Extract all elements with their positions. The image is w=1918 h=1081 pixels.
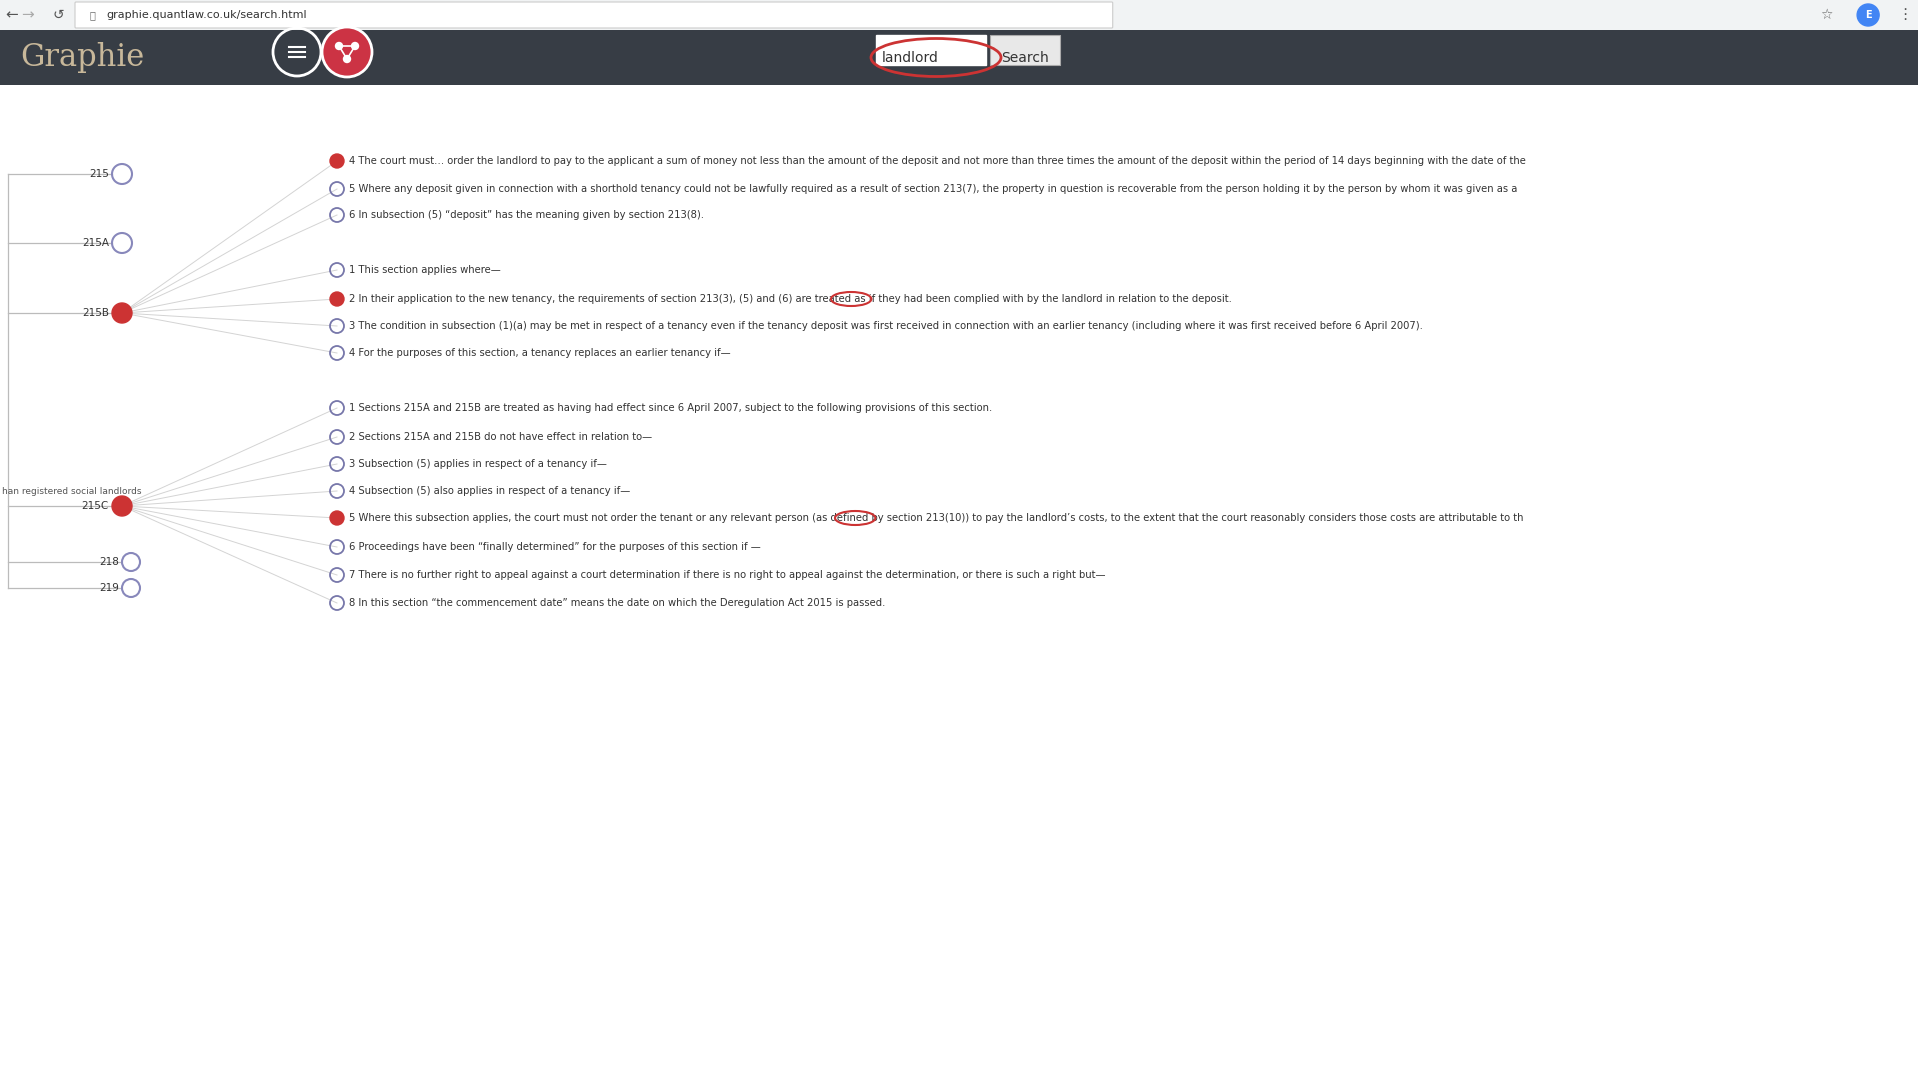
Text: 1 This section applies where—: 1 This section applies where— bbox=[349, 265, 501, 275]
Text: 3 Subsection (5) applies in respect of a tenancy if—: 3 Subsection (5) applies in respect of a… bbox=[349, 459, 606, 469]
FancyBboxPatch shape bbox=[0, 30, 1918, 85]
Circle shape bbox=[330, 154, 343, 168]
Text: 215C: 215C bbox=[82, 501, 109, 511]
Text: ←: ← bbox=[6, 8, 19, 23]
Circle shape bbox=[1857, 4, 1880, 26]
FancyBboxPatch shape bbox=[990, 35, 1061, 65]
Circle shape bbox=[330, 511, 343, 525]
Text: 6 In subsection (5) “deposit” has the meaning given by section 213(8).: 6 In subsection (5) “deposit” has the me… bbox=[349, 210, 704, 221]
Text: 219: 219 bbox=[100, 583, 119, 593]
Text: E: E bbox=[1864, 10, 1872, 21]
Text: 4 The court must… order the landlord to pay to the applicant a sum of money not : 4 The court must… order the landlord to … bbox=[349, 156, 1527, 166]
Text: Graphie: Graphie bbox=[19, 42, 144, 74]
Circle shape bbox=[111, 496, 132, 516]
Circle shape bbox=[111, 303, 132, 323]
Text: 6 Proceedings have been “finally determined” for the purposes of this section if: 6 Proceedings have been “finally determi… bbox=[349, 542, 761, 552]
Text: Search: Search bbox=[1001, 51, 1049, 65]
FancyBboxPatch shape bbox=[75, 2, 1112, 28]
Text: 215A: 215A bbox=[82, 238, 109, 248]
Text: 218: 218 bbox=[100, 557, 119, 568]
Text: graphie.quantlaw.co.uk/search.html: graphie.quantlaw.co.uk/search.html bbox=[105, 10, 307, 21]
Text: ↺: ↺ bbox=[52, 8, 63, 22]
Text: 4 Subsection (5) also applies in respect of a tenancy if—: 4 Subsection (5) also applies in respect… bbox=[349, 486, 631, 496]
Text: han registered social landlords: han registered social landlords bbox=[2, 486, 142, 495]
Circle shape bbox=[343, 55, 351, 63]
Circle shape bbox=[336, 42, 343, 50]
FancyBboxPatch shape bbox=[0, 0, 1918, 30]
Text: 4 For the purposes of this section, a tenancy replaces an earlier tenancy if—: 4 For the purposes of this section, a te… bbox=[349, 348, 731, 358]
Text: ☆: ☆ bbox=[1820, 8, 1832, 22]
Text: 🔒: 🔒 bbox=[90, 10, 96, 21]
FancyBboxPatch shape bbox=[0, 85, 1918, 1081]
Text: 2 In their application to the new tenancy, the requirements of section 213(3), (: 2 In their application to the new tenanc… bbox=[349, 294, 1231, 304]
Text: 5 Where this subsection applies, the court must not order the tenant or any rele: 5 Where this subsection applies, the cou… bbox=[349, 513, 1523, 523]
Circle shape bbox=[322, 27, 372, 77]
Text: 1 Sections 215A and 215B are treated as having had effect since 6 April 2007, su: 1 Sections 215A and 215B are treated as … bbox=[349, 403, 992, 413]
Text: 8 In this section “the commencement date” means the date on which the Deregulati: 8 In this section “the commencement date… bbox=[349, 598, 886, 608]
Text: 5 Where any deposit given in connection with a shorthold tenancy could not be la: 5 Where any deposit given in connection … bbox=[349, 184, 1517, 193]
Text: 215B: 215B bbox=[82, 308, 109, 318]
Text: landlord: landlord bbox=[882, 51, 940, 65]
Text: 3 The condition in subsection (1)(a) may be met in respect of a tenancy even if : 3 The condition in subsection (1)(a) may… bbox=[349, 321, 1423, 331]
Circle shape bbox=[330, 292, 343, 306]
Text: 2 Sections 215A and 215B do not have effect in relation to—: 2 Sections 215A and 215B do not have eff… bbox=[349, 432, 652, 442]
Text: 215: 215 bbox=[88, 169, 109, 179]
Text: →: → bbox=[21, 8, 35, 23]
Circle shape bbox=[351, 42, 359, 50]
FancyBboxPatch shape bbox=[877, 35, 986, 65]
Text: ⋮: ⋮ bbox=[1897, 8, 1912, 23]
Text: 7 There is no further right to appeal against a court determination if there is : 7 There is no further right to appeal ag… bbox=[349, 570, 1105, 580]
